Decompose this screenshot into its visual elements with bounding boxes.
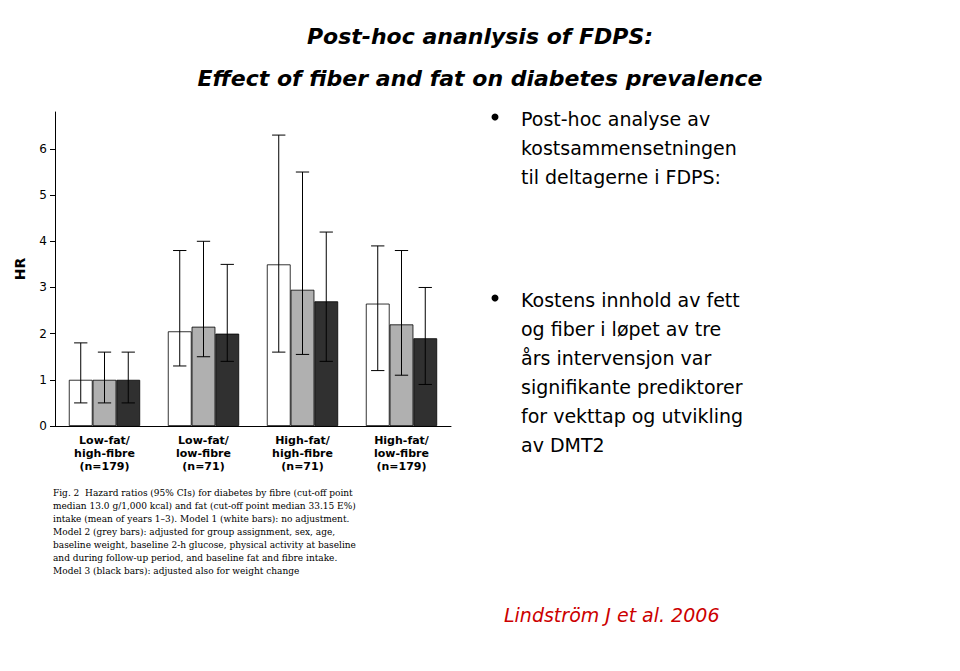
svg-text:3: 3 <box>39 280 47 294</box>
svg-text:Low-fat/: Low-fat/ <box>79 434 131 447</box>
svg-text:Model 2 (grey bars): adjusted: Model 2 (grey bars): adjusted for group … <box>53 527 335 537</box>
svg-text:Kostens innhold av fett: Kostens innhold av fett <box>521 289 740 311</box>
svg-text:for vekttap og utvikling: for vekttap og utvikling <box>521 405 743 427</box>
svg-text:Lindström J et al. 2006: Lindström J et al. 2006 <box>504 604 719 626</box>
svg-text:signifikante prediktorer: signifikante prediktorer <box>521 376 743 398</box>
svg-text:(n=71): (n=71) <box>281 460 323 473</box>
svg-text:0: 0 <box>39 419 47 433</box>
svg-text:(n=179): (n=179) <box>376 460 426 473</box>
svg-text:Post-hoc ananlysis of FDPS:: Post-hoc ananlysis of FDPS: <box>307 24 653 49</box>
svg-text:Fig. 2 Hazard ratios (95% CIs: Fig. 2 Hazard ratios (95% CIs) for diabe… <box>53 488 353 498</box>
svg-text:(n=71): (n=71) <box>182 460 224 473</box>
svg-text:Effect of fiber and fat on dia: Effect of fiber and fat on diabetes prev… <box>197 66 762 91</box>
svg-text:1: 1 <box>39 373 47 387</box>
svg-text:High-fat/: High-fat/ <box>275 434 331 447</box>
svg-text:median 13.0 g/1,000 kcal) and: median 13.0 g/1,000 kcal) and fat (cut-o… <box>53 501 356 511</box>
svg-text:og fiber i løpet av tre: og fiber i løpet av tre <box>521 318 721 340</box>
svg-text:4: 4 <box>39 234 47 248</box>
svg-text:av DMT2: av DMT2 <box>521 434 605 456</box>
svg-text:low-fibre: low-fibre <box>374 447 429 460</box>
svg-text:2: 2 <box>39 327 47 341</box>
svg-text:high-fibre: high-fibre <box>272 447 333 460</box>
svg-text:6: 6 <box>39 142 47 156</box>
svg-text:Low-fat/: Low-fat/ <box>178 434 230 447</box>
svg-text:and during follow-up period, a: and during follow-up period, and baselin… <box>53 553 337 563</box>
svg-text:(n=179): (n=179) <box>79 460 129 473</box>
svg-text:Model 3 (black bars): adjusted: Model 3 (black bars): adjusted also for … <box>53 566 299 576</box>
svg-text:års intervensjon var: års intervensjon var <box>521 347 711 369</box>
svg-text:low-fibre: low-fibre <box>176 447 231 460</box>
svg-text:Post-hoc analyse av: Post-hoc analyse av <box>521 108 710 130</box>
svg-text:high-fibre: high-fibre <box>74 447 135 460</box>
svg-text:High-fat/: High-fat/ <box>374 434 430 447</box>
svg-text:HR: HR <box>12 258 28 281</box>
svg-text:baseline weight, baseline 2-h: baseline weight, baseline 2-h glucose, p… <box>53 540 356 550</box>
svg-text:intake (mean of years 1–3). Mo: intake (mean of years 1–3). Model 1 (whi… <box>53 514 350 524</box>
svg-text:5: 5 <box>39 188 47 202</box>
svg-text:til deltagerne i FDPS:: til deltagerne i FDPS: <box>521 166 721 188</box>
svg-text:kostsammensetningen: kostsammensetningen <box>521 137 737 159</box>
